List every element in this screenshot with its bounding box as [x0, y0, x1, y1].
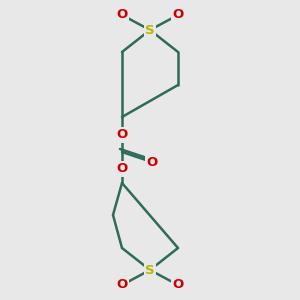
Text: S: S [145, 23, 155, 37]
Text: O: O [172, 8, 184, 22]
Text: O: O [116, 278, 128, 292]
Text: S: S [145, 263, 155, 277]
Text: O: O [116, 163, 128, 176]
Text: O: O [116, 8, 128, 22]
Text: O: O [116, 128, 128, 142]
Text: O: O [146, 155, 158, 169]
Text: O: O [172, 278, 184, 292]
